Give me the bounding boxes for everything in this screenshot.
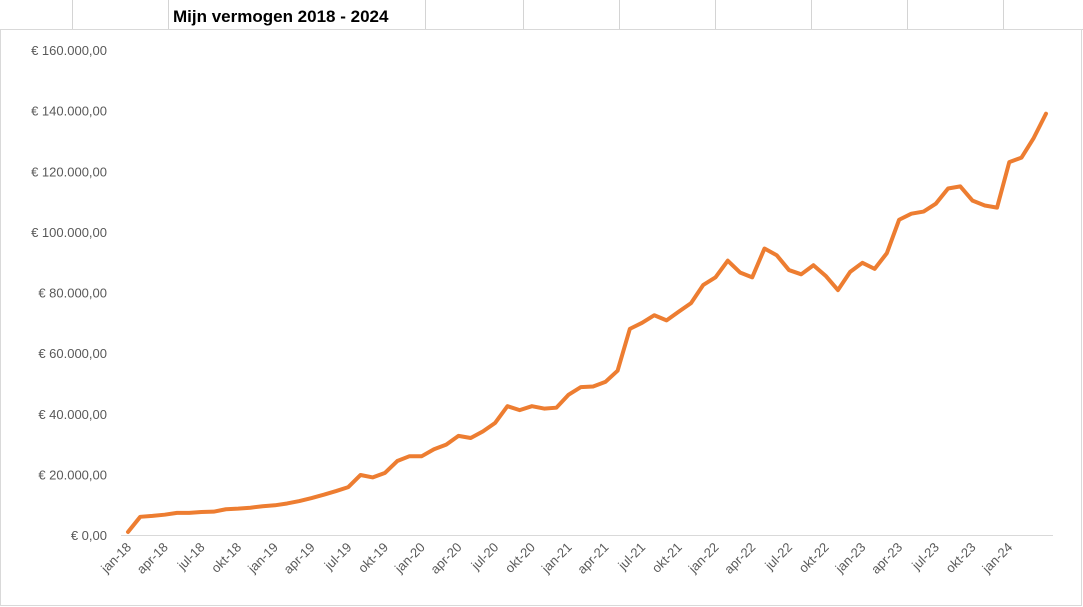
chart-area bbox=[0, 29, 1082, 606]
y-tick-label: € 80.000,00 bbox=[38, 286, 107, 301]
y-tick-label: € 40.000,00 bbox=[38, 407, 107, 422]
y-tick-label: € 0,00 bbox=[71, 528, 107, 543]
y-tick-label: € 100.000,00 bbox=[31, 225, 107, 240]
sheet-grid bbox=[0, 0, 1083, 30]
y-tick-label: € 60.000,00 bbox=[38, 346, 107, 361]
title-cell bbox=[169, 4, 425, 29]
chart-title: Mijn vermogen 2018 - 2024 bbox=[173, 7, 389, 26]
series-line bbox=[126, 111, 1048, 534]
y-tick-label: € 160.000,00 bbox=[31, 43, 107, 58]
y-tick-label: € 140.000,00 bbox=[31, 104, 107, 119]
y-tick-label: € 120.000,00 bbox=[31, 164, 107, 179]
y-tick-label: € 20.000,00 bbox=[38, 467, 107, 482]
